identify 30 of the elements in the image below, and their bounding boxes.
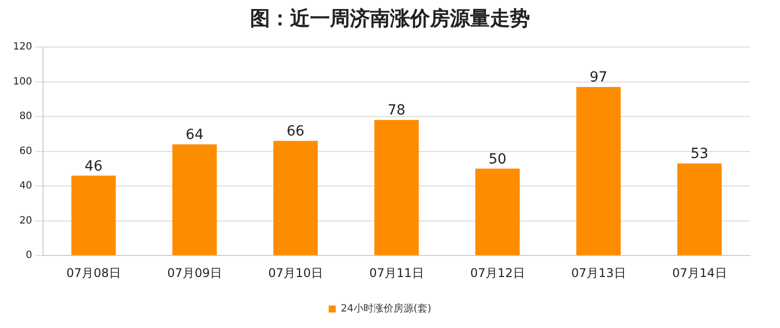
- bar: [475, 168, 520, 256]
- y-tick-label: 60: [19, 146, 32, 157]
- data-label: 64: [186, 126, 204, 143]
- bar: [273, 140, 318, 256]
- y-tick-label: 0: [26, 250, 32, 262]
- data-label: 66: [286, 124, 305, 140]
- chart-title: 图：近一周济南涨价房源量走势: [249, 5, 531, 32]
- legend-label: 24小时涨价房源(套): [340, 302, 432, 315]
- data-label: 50: [488, 151, 506, 168]
- bar: [576, 86, 621, 256]
- y-tick-label: 40: [19, 180, 32, 192]
- y-tick-label: 20: [19, 215, 32, 226]
- x-tick-label: 07月10日: [268, 266, 323, 280]
- data-label: 46: [84, 158, 103, 174]
- data-label: 78: [388, 102, 406, 119]
- y-tick-label: 100: [12, 76, 32, 88]
- data-label: 97: [590, 70, 608, 86]
- x-tick-label: 07月09日: [167, 266, 222, 280]
- x-tick-label: 07月11日: [369, 266, 424, 280]
- y-tick-label: 120: [12, 42, 32, 53]
- x-tick-label: 07月13日: [571, 266, 626, 280]
- data-label: 53: [690, 146, 708, 162]
- x-tick-label: 07月14日: [672, 266, 727, 280]
- x-tick-label: 07月08日: [66, 266, 121, 280]
- bar: [374, 120, 419, 256]
- x-tick-label: 07月12日: [470, 266, 525, 280]
- bar: [677, 163, 722, 256]
- bar: [71, 176, 116, 256]
- bar: [172, 144, 217, 256]
- y-tick-label: 80: [19, 111, 32, 122]
